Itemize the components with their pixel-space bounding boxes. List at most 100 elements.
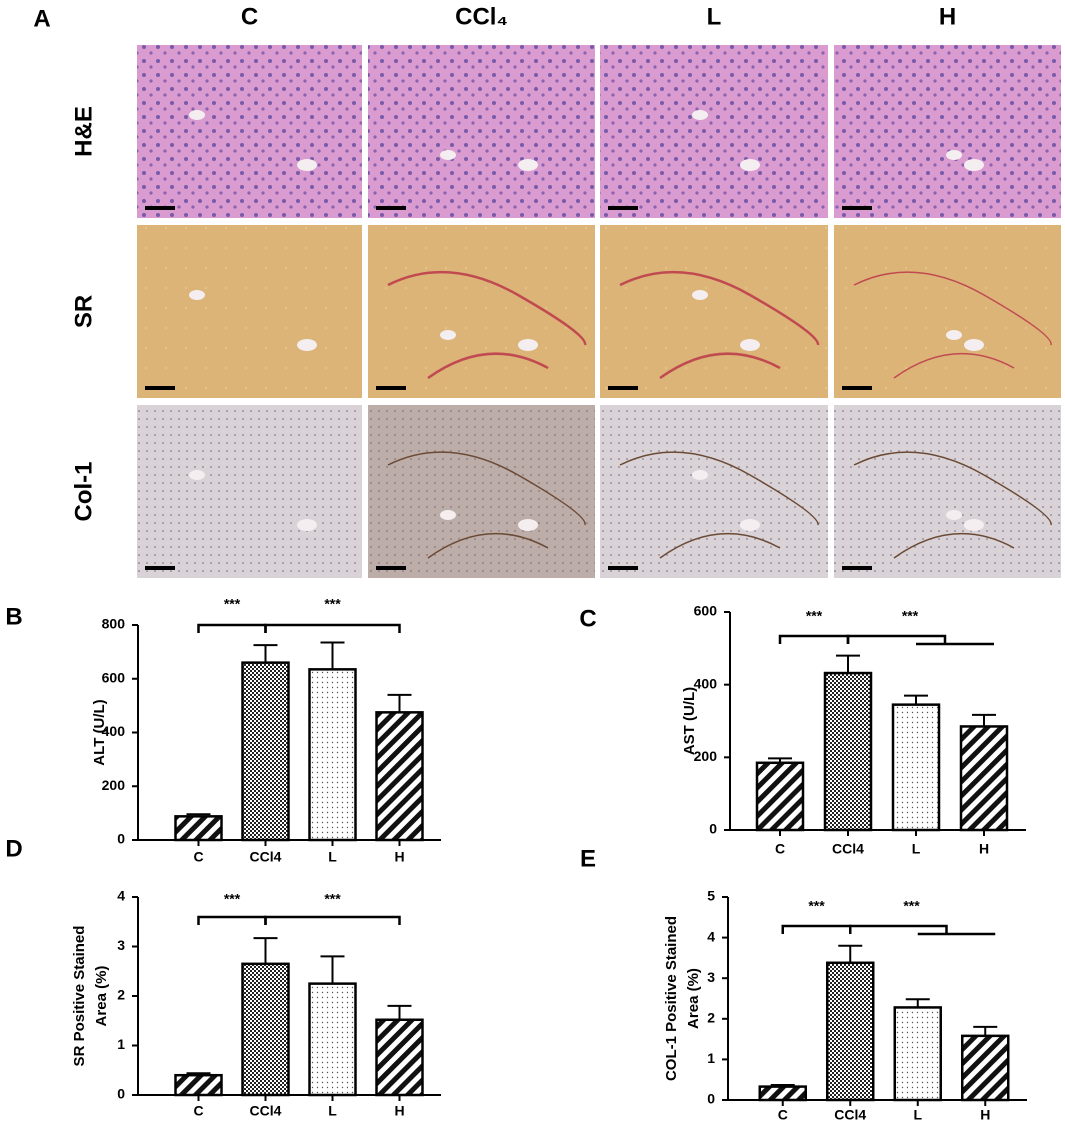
scale-bar <box>376 386 406 390</box>
panel-label: D <box>5 835 22 862</box>
y-tick-label: 1 <box>117 1036 125 1052</box>
fibrosis <box>619 451 819 559</box>
scale-bar <box>145 566 175 570</box>
y-tick-label: 0 <box>117 831 125 847</box>
vessel <box>518 339 538 351</box>
bar <box>375 1018 424 1097</box>
vessel <box>740 519 760 531</box>
x-tick-label: C <box>193 1103 203 1119</box>
scale-bar <box>145 206 175 210</box>
row-label: SR <box>70 295 97 328</box>
micrograph <box>600 225 828 398</box>
vessel <box>518 519 538 531</box>
panel-label: E <box>580 845 596 872</box>
y-tick-label: 3 <box>707 969 715 985</box>
x-tick-label: H <box>394 849 404 865</box>
y-tick-label: 4 <box>117 888 125 904</box>
column-label: CCl₄ <box>455 3 508 30</box>
scale-bar <box>376 566 406 570</box>
scale-bar <box>376 206 406 210</box>
bar <box>755 761 805 832</box>
x-tick-label: C <box>193 849 203 865</box>
micrograph <box>368 45 595 218</box>
x-tick-label: H <box>394 1103 404 1119</box>
bracket <box>197 915 267 925</box>
micrograph <box>834 225 1061 398</box>
y-tick-label: 5 <box>707 888 715 904</box>
panel-label: B <box>5 603 22 630</box>
vessel <box>964 339 984 351</box>
scale-bar <box>608 566 638 570</box>
bar <box>758 1085 807 1102</box>
vessel <box>740 159 760 171</box>
vessel <box>946 510 962 520</box>
scale-bar <box>842 566 872 570</box>
vessel <box>946 150 962 160</box>
significance: *** <box>903 898 920 914</box>
x-tick-label: H <box>980 1107 990 1123</box>
y-tick-label: 0 <box>707 1091 715 1107</box>
micrograph <box>600 45 828 218</box>
vessel <box>692 290 708 300</box>
y-tick-label: 800 <box>102 616 126 632</box>
bar <box>891 703 941 832</box>
x-tick-label: C <box>775 841 785 857</box>
x-tick-label: L <box>912 841 921 857</box>
bar <box>961 1034 1010 1102</box>
y-axis-label: SR Positive Stained <box>71 926 88 1067</box>
significance: *** <box>808 898 825 914</box>
fibrosis <box>619 270 820 380</box>
scale-bar <box>608 386 638 390</box>
scale-bar <box>145 386 175 390</box>
micrograph <box>368 405 595 578</box>
scale-bar <box>842 206 872 210</box>
y-tick-label: 2 <box>707 1010 715 1026</box>
column-label: L <box>707 3 722 30</box>
micrograph <box>137 45 362 218</box>
significance: *** <box>902 608 919 624</box>
y-tick-label: 600 <box>694 603 718 619</box>
x-tick-label: CCl4 <box>832 841 864 857</box>
micrograph <box>600 405 828 578</box>
fibrosis <box>387 270 587 380</box>
row-label: H&E <box>70 106 97 157</box>
vessel <box>740 339 760 351</box>
significance: *** <box>324 596 341 612</box>
y-tick-label: 1 <box>707 1050 715 1066</box>
vessel <box>964 159 984 171</box>
bar <box>308 982 357 1097</box>
x-tick-label: CCl4 <box>250 849 282 865</box>
fibrosis <box>387 451 586 559</box>
bracket <box>781 924 852 934</box>
bracket <box>264 915 401 925</box>
y-tick-label: 400 <box>694 675 718 691</box>
x-tick-label: L <box>328 849 337 865</box>
vessel <box>189 470 205 480</box>
y-tick-label: 200 <box>102 777 126 793</box>
vessel <box>297 159 317 171</box>
column-label: H <box>939 3 956 30</box>
bar <box>375 711 424 842</box>
bracket <box>197 623 267 633</box>
vessel <box>297 519 317 531</box>
y-tick-label: 200 <box>694 748 718 764</box>
vessel <box>692 470 708 480</box>
y-tick-label: 0 <box>117 1086 125 1102</box>
vessel <box>189 290 205 300</box>
bar <box>959 725 1009 832</box>
micrograph <box>137 225 362 398</box>
stain <box>368 405 595 578</box>
bar <box>174 815 223 842</box>
vessel <box>189 110 205 120</box>
vessel <box>440 150 456 160</box>
bar <box>241 661 290 842</box>
significance: *** <box>324 891 341 907</box>
y-tick-label: 0 <box>709 821 717 837</box>
bracket <box>846 634 947 644</box>
vessel <box>297 339 317 351</box>
column-label: C <box>241 3 258 30</box>
scale-bar <box>608 206 638 210</box>
x-tick-label: CCl4 <box>250 1103 282 1119</box>
significance: *** <box>224 891 241 907</box>
